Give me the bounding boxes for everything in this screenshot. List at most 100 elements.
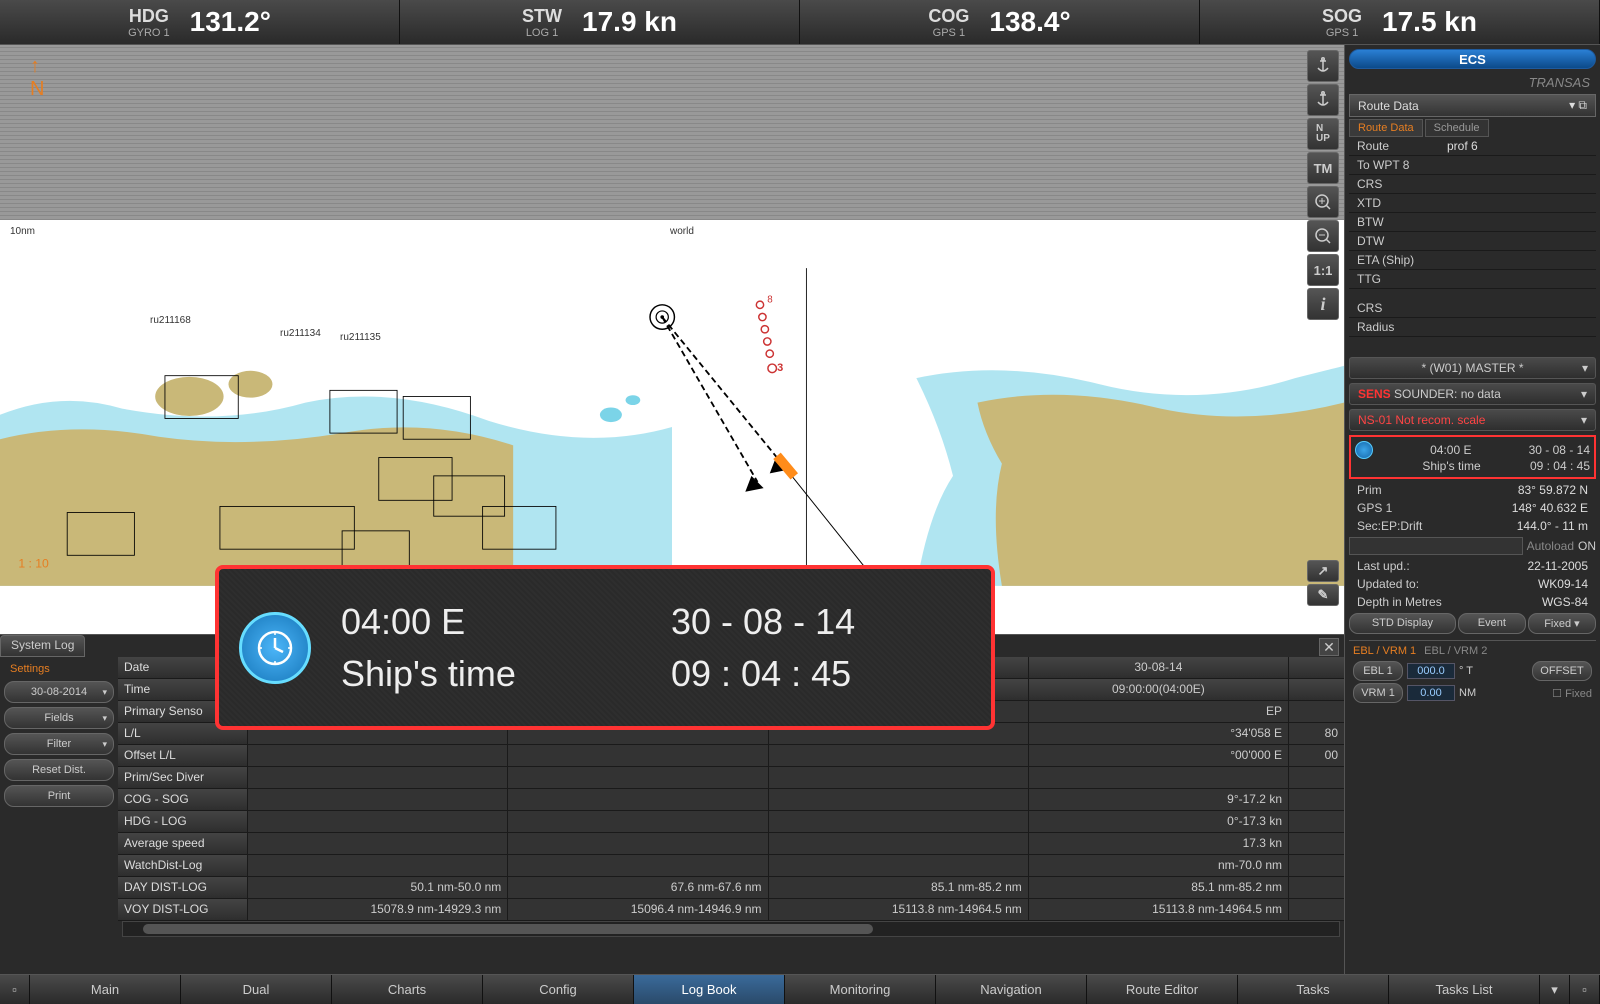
overlay-clock-icon [239, 612, 311, 684]
tool-pen-icon[interactable]: ✎ [1307, 584, 1339, 606]
bottom-tab-main[interactable]: Main [30, 975, 181, 1004]
info2-row-2: Depth in MetresWGS-84 [1349, 593, 1596, 611]
tool-tm[interactable]: TM [1307, 152, 1339, 184]
bottom-tab-route-editor[interactable]: Route Editor [1087, 975, 1238, 1004]
chart-no-data-area: ↑N [0, 45, 1344, 220]
log-filter-dropdown[interactable]: Filter [4, 733, 114, 755]
bottom-tab-square-right[interactable]: ▫ [1570, 975, 1600, 1004]
bottom-tab-dropdown-icon[interactable]: ▾ [1540, 975, 1570, 1004]
offset-button[interactable]: OFFSET [1532, 661, 1592, 681]
sens-status[interactable]: SENS SOUNDER: no data▾ [1349, 383, 1596, 405]
bottom-tab-log-book[interactable]: Log Book [634, 975, 785, 1004]
tool-north-up[interactable]: NUP [1307, 118, 1339, 150]
cog-label: COG [928, 6, 969, 27]
log-h-scrollbar[interactable] [122, 921, 1340, 937]
log-date-dropdown[interactable]: 30-08-2014 [4, 681, 114, 703]
cog-sub: GPS 1 [933, 27, 965, 39]
std-display-button[interactable]: STD Display [1349, 613, 1456, 634]
sog-label: SOG [1322, 6, 1362, 27]
master-status[interactable]: * (W01) MASTER *▾ [1349, 357, 1596, 379]
panel-expand-icon[interactable]: ▾ ⧉ [1569, 98, 1587, 113]
tool-anchor2-icon[interactable] [1307, 84, 1339, 116]
route2-row-1: Radius [1349, 318, 1596, 337]
nav-hdg[interactable]: HDGGYRO 1 131.2° [0, 0, 400, 44]
info-row-1: GPS 1148° 40.632 E [1349, 499, 1596, 517]
cog-value: 138.4° [989, 6, 1070, 38]
north-arrow-icon: ↑N [30, 55, 44, 101]
overlay-tz: 04:00 E [341, 601, 641, 643]
route-row-5: DTW [1349, 232, 1596, 251]
log-row-hdg-log: HDG - LOG 0°-17.3 kn [118, 811, 1344, 833]
svg-text:8: 8 [767, 294, 772, 305]
tool-anchor1-icon[interactable] [1307, 50, 1339, 82]
hdg-sub: GYRO 1 [128, 27, 170, 39]
route-row-0: Routeprof 6 [1349, 137, 1596, 156]
tool-zoom-out-icon[interactable] [1307, 220, 1339, 252]
ns-status[interactable]: NS-01 Not recom. scale▾ [1349, 409, 1596, 431]
nav-stw[interactable]: STWLOG 1 17.9 kn [400, 0, 800, 44]
autoload-dropdown[interactable] [1349, 537, 1523, 555]
sog-value: 17.5 kn [1382, 6, 1477, 38]
route-data-header[interactable]: Route Data▾ ⧉ [1349, 94, 1596, 117]
bottom-tab-dual[interactable]: Dual [181, 975, 332, 1004]
tool-info-icon[interactable]: i [1307, 288, 1339, 320]
info-row-0: Prim83° 59.872 N [1349, 481, 1596, 499]
tab-ebl-vrm-1[interactable]: EBL / VRM 1 [1353, 645, 1416, 657]
chart-toolbar: NUP TM 1:1 i [1307, 50, 1339, 320]
vrm1-button[interactable]: VRM 1 [1353, 683, 1403, 703]
log-fields-dropdown[interactable]: Fields [4, 707, 114, 729]
hdg-label: HDG [129, 6, 169, 27]
log-print-button[interactable]: Print [4, 785, 114, 807]
bottom-tab-navigation[interactable]: Navigation [936, 975, 1087, 1004]
log-row-voydist: VOY DIST-LOG 15078.9 nm-14929.3 nm 15096… [118, 899, 1344, 921]
log-reset-button[interactable]: Reset Dist. [4, 759, 114, 781]
log-row-offset-ll: Offset L/L °00'000 E00 [118, 745, 1344, 767]
vrm1-input[interactable] [1407, 685, 1455, 701]
system-log-tab[interactable]: System Log [0, 635, 85, 657]
ecs-button[interactable]: ECS [1349, 49, 1596, 69]
fixed-dropdown[interactable]: Fixed ▾ [1528, 613, 1596, 634]
info-row-2: Sec:EP:Drift144.0° - 11 m [1349, 517, 1596, 535]
route-row-7: TTG [1349, 270, 1596, 289]
sog-sub: GPS 1 [1326, 27, 1358, 39]
tool-arrow-icon[interactable]: ↗ [1307, 560, 1339, 582]
log-row-cog-sog: COG - SOG 9°-17.2 kn [118, 789, 1344, 811]
svg-text:3: 3 [777, 362, 783, 374]
bottom-tab-tasks[interactable]: Tasks [1238, 975, 1389, 1004]
tab-route-data[interactable]: Route Data [1349, 119, 1423, 137]
ebl-vrm-section: EBL / VRM 1 EBL / VRM 2 EBL 1 ° T OFFSET… [1349, 640, 1596, 709]
stw-value: 17.9 kn [582, 6, 677, 38]
log-sidebar: Settings 30-08-2014 Fields Filter Reset … [0, 657, 118, 974]
nav-sog[interactable]: SOGGPS 1 17.5 kn [1200, 0, 1600, 44]
tab-schedule[interactable]: Schedule [1425, 119, 1489, 137]
bottom-tab-square-left[interactable]: ▫ [0, 975, 30, 1004]
tab-ebl-vrm-2[interactable]: EBL / VRM 2 [1424, 645, 1487, 657]
info2-row-1: Updated to:WK09-14 [1349, 575, 1596, 593]
log-row-avg-speed: Average speed 17.3 kn [118, 833, 1344, 855]
overlay-ship-time: 09 : 04 : 45 [671, 653, 971, 695]
world-label: world [670, 226, 694, 237]
bottom-tab-charts[interactable]: Charts [332, 975, 483, 1004]
route-row-3: XTD [1349, 194, 1596, 213]
route-row-4: BTW [1349, 213, 1596, 232]
right-panel: ECS TRANSAS Route Data▾ ⧉ Route Data Sch… [1344, 45, 1600, 974]
ebl1-button[interactable]: EBL 1 [1353, 661, 1403, 681]
route-row-6: ETA (Ship) [1349, 251, 1596, 270]
chart-area[interactable]: ↑N [0, 45, 1344, 634]
settings-label: Settings [4, 661, 114, 677]
tool-scale-1to1[interactable]: 1:1 [1307, 254, 1339, 286]
stw-label: STW [522, 6, 562, 27]
autoload-label: Autoload [1527, 539, 1574, 553]
log-row-daydist: DAY DIST-LOG 50.1 nm-50.0 nm 67.6 nm-67.… [118, 877, 1344, 899]
tool-zoom-in-icon[interactable] [1307, 186, 1339, 218]
event-button[interactable]: Event [1458, 613, 1526, 634]
stw-sub: LOG 1 [526, 27, 558, 39]
chart-close-icon[interactable]: ✕ [1319, 638, 1339, 656]
bottom-tab-tasks-list[interactable]: Tasks List [1389, 975, 1540, 1004]
route2-row-0: CRS [1349, 299, 1596, 318]
ebl1-input[interactable] [1407, 663, 1455, 679]
bottom-tab-monitoring[interactable]: Monitoring [785, 975, 936, 1004]
autoload-value: ON [1578, 539, 1596, 553]
nav-cog[interactable]: COGGPS 1 138.4° [800, 0, 1200, 44]
bottom-tab-config[interactable]: Config [483, 975, 634, 1004]
